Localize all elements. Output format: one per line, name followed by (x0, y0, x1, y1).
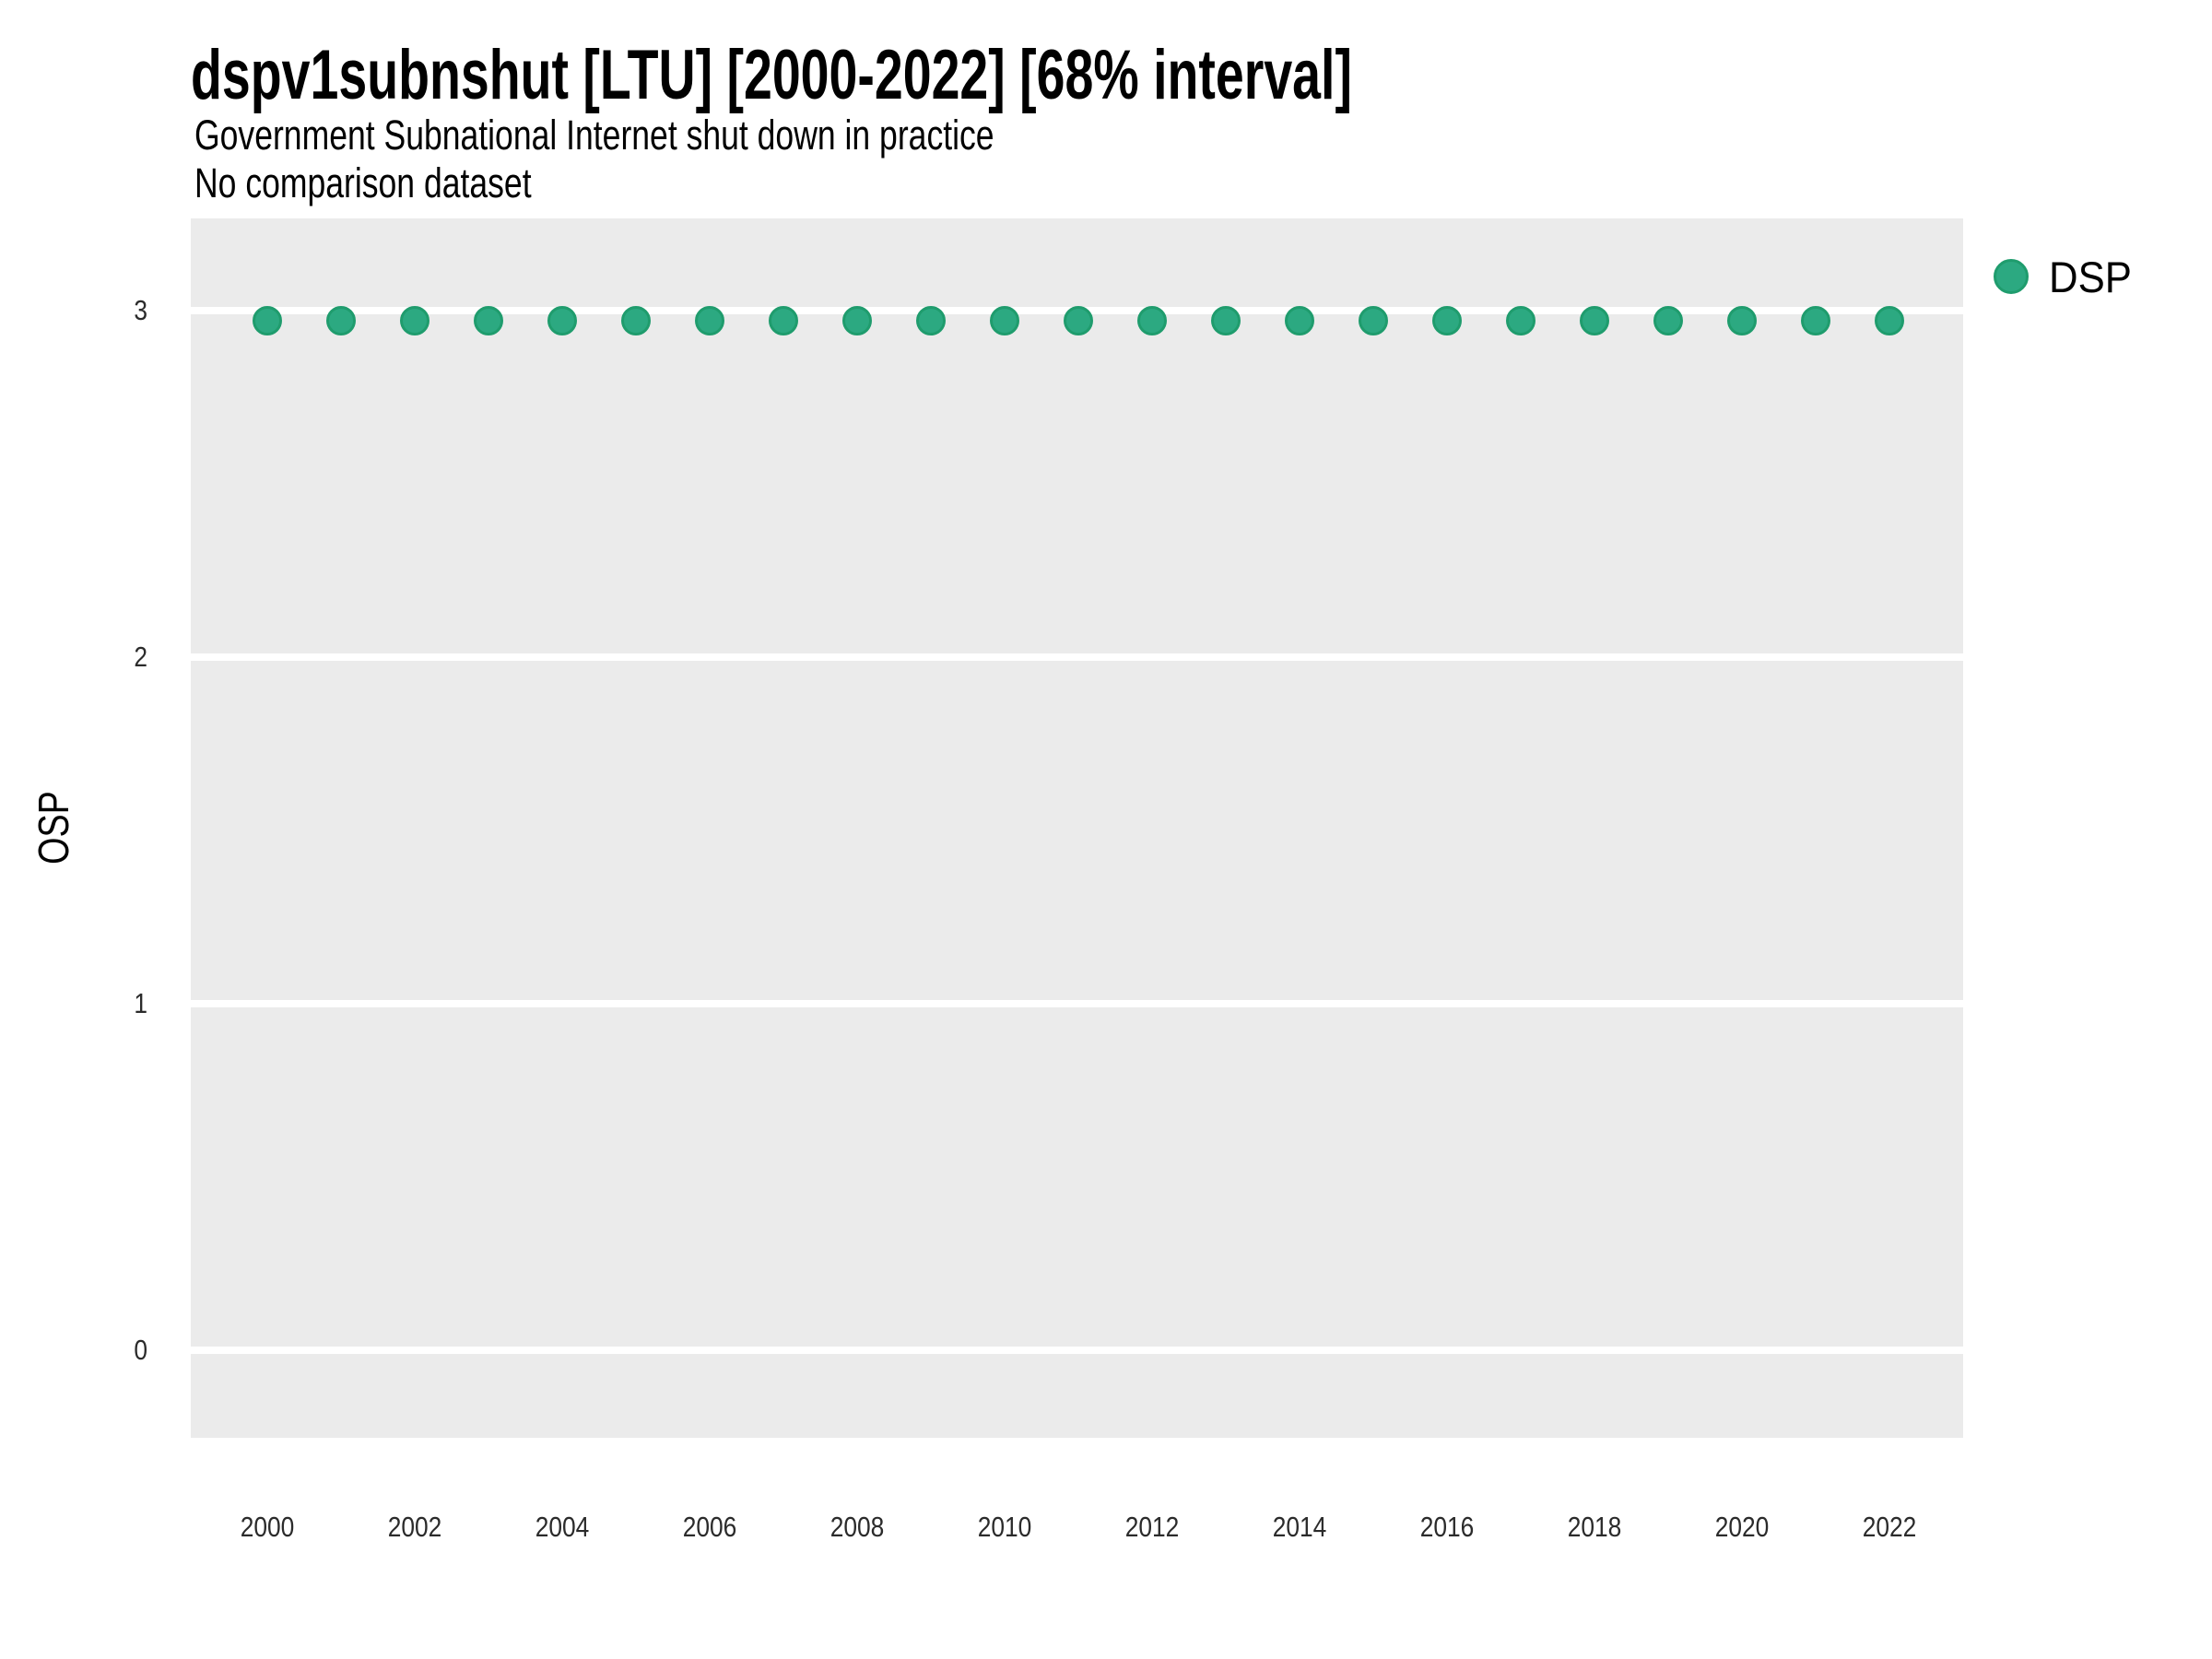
major-gridline (191, 1000, 1963, 1007)
x-tick-label: 2012 (1124, 1511, 1180, 1543)
x-tick-label: 2018 (1567, 1511, 1622, 1543)
data-point (842, 306, 872, 336)
data-point (1875, 306, 1904, 336)
data-point (1432, 306, 1462, 336)
x-tick-label: 2010 (977, 1511, 1032, 1543)
chart-subtitle-comparison: No comparison dataset (194, 159, 532, 206)
legend-label: DSP (2049, 253, 2132, 301)
x-tick-label: 2014 (1272, 1511, 1327, 1543)
data-point (1506, 306, 1535, 336)
y-tick-label: 3 (134, 294, 147, 326)
chart-title: dspv1subnshut [LTU] [2000-2022] [68% int… (191, 36, 1352, 114)
plot-panel (191, 218, 1963, 1438)
x-tick-label: 2008 (830, 1511, 885, 1543)
legend-dot-icon (1994, 259, 2029, 294)
major-gridline (191, 1347, 1963, 1354)
data-point (1801, 306, 1830, 336)
x-tick-label: 2006 (682, 1511, 737, 1543)
y-tick-label: 0 (134, 1334, 147, 1366)
data-point (695, 306, 724, 336)
data-point (1064, 306, 1093, 336)
data-point (1285, 306, 1314, 336)
data-point (400, 306, 429, 336)
y-axis-title: OSP (29, 791, 77, 865)
data-point (1137, 306, 1167, 336)
data-point (1727, 306, 1757, 336)
major-gridline (191, 653, 1963, 661)
data-point (621, 306, 651, 336)
data-point (1211, 306, 1241, 336)
data-point (1359, 306, 1388, 336)
data-point (990, 306, 1019, 336)
data-point (326, 306, 356, 336)
x-tick-label: 2016 (1419, 1511, 1475, 1543)
x-tick-label: 2000 (240, 1511, 295, 1543)
y-tick-label: 1 (134, 987, 147, 1019)
data-point (916, 306, 946, 336)
x-tick-label: 2020 (1714, 1511, 1770, 1543)
x-tick-label: 2004 (535, 1511, 590, 1543)
x-tick-label: 2002 (387, 1511, 442, 1543)
data-point (253, 306, 282, 336)
data-point (1580, 306, 1609, 336)
data-point (547, 306, 577, 336)
x-tick-label: 2022 (1862, 1511, 1917, 1543)
y-tick-label: 2 (134, 641, 147, 673)
chart-subtitle: Government Subnational Internet shut dow… (194, 112, 994, 159)
data-point (1653, 306, 1683, 336)
data-point (769, 306, 798, 336)
data-point (474, 306, 503, 336)
